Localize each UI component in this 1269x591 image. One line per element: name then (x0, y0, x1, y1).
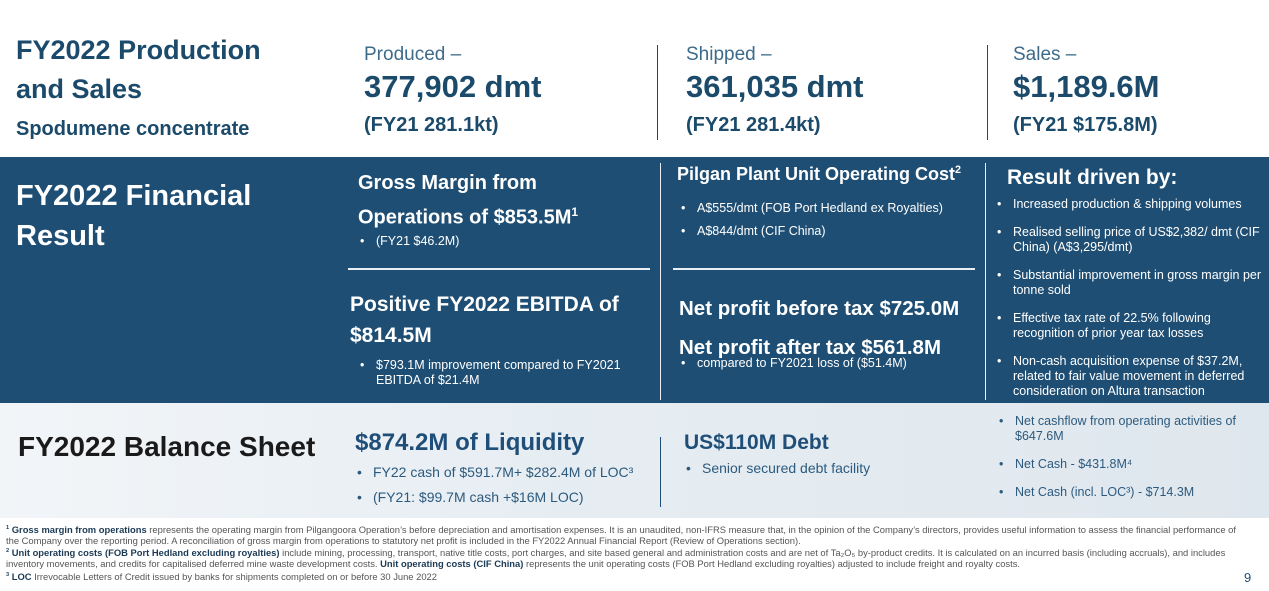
footnote-number: 3 (6, 571, 10, 578)
footnote: 3 LOC Irrevocable Letters of Credit issu… (6, 570, 1238, 583)
stat-comparison: (FY21 281.4kt) (686, 114, 821, 136)
footnote-text: represents the unit operating costs (FOB… (523, 558, 1020, 570)
bullets: (FY21 $46.2M) (358, 234, 459, 248)
section-title: FY2022 Production and Sales (16, 35, 261, 104)
stat-comparison: (FY21 281.1kt) (364, 114, 499, 136)
bullet: compared to FY2021 loss of ($51.4M) (679, 356, 907, 370)
bullet: Senior secured debt facility (684, 460, 870, 476)
footnote: 2 Unit operating costs (FOB Port Hedland… (6, 546, 1238, 569)
stat-label: Sales – (1013, 44, 1077, 65)
bullets: A$555/dmt (FOB Port Hedland ex Royalties… (679, 197, 943, 243)
footnote-text: Irrevocable Letters of Credit issued by … (31, 570, 437, 582)
bullet: Non-cash acquisition expense of $37.2M, … (995, 354, 1269, 399)
bullet: A$844/dmt (CIF China) (679, 220, 943, 243)
stat-label: Produced – (364, 44, 462, 65)
note-ref: 2 (955, 164, 962, 176)
heading: Net profit after tax $561.8M (679, 336, 942, 359)
bullet: $793.1M improvement compared to FY2021 E… (358, 358, 648, 388)
footnote-text: include mining, processing, transport, n… (6, 547, 1226, 570)
bullet: Net cashflow from operating activities o… (997, 414, 1265, 444)
heading: Gross Margin from Operations of $853.5M1 (358, 169, 628, 233)
heading-text: Gross Margin from Operations of $853.5M (358, 172, 572, 229)
heading: Positive FY2022 EBITDA of $814.5M (350, 293, 619, 347)
heading: Net profit before tax $725.0M (679, 297, 960, 320)
footnote-text: Unit operating costs (FOB Port Hedland e… (11, 547, 280, 559)
stat-value: $1,189.6M (1013, 69, 1160, 104)
divider (348, 268, 650, 270)
note-ref: 1 (571, 205, 579, 219)
heading: $874.2M of Liquidity (355, 429, 585, 456)
footnote-text: represents the operating margin from Pil… (6, 524, 1236, 546)
bullet: FY22 cash of $591.7M+ $282.4M of LOC³ (355, 460, 633, 485)
headings: Net profit before tax $725.0M Net profit … (679, 289, 959, 367)
divider (987, 45, 988, 140)
divider (985, 163, 986, 400)
bullet: Net Cash - $431.8M⁴ (997, 457, 1265, 472)
divider (657, 45, 658, 140)
section-title: FY2022 Balance Sheet (18, 431, 316, 462)
divider (660, 163, 661, 400)
bullet: Substantial improvement in gross margin … (995, 268, 1269, 298)
bullets: Senior secured debt facility (684, 460, 870, 476)
section-title: FY2022 Financial Result (16, 180, 252, 252)
footnote-text: Gross margin from operations (11, 524, 147, 536)
divider (673, 268, 975, 270)
section-subtitle: Spodumene concentrate (16, 118, 250, 140)
heading: Result driven by: (1007, 166, 1178, 189)
page-number: 9 (1244, 570, 1252, 585)
bullet: (FY21: $99.7M cash +$16M LOC) (355, 485, 633, 510)
bullet: (FY21 $46.2M) (358, 234, 459, 248)
bullet: A$555/dmt (FOB Port Hedland ex Royalties… (679, 197, 943, 220)
stat-comparison: (FY21 $175.8M) (1013, 114, 1158, 136)
bullets: FY22 cash of $591.7M+ $282.4M of LOC³(FY… (355, 460, 633, 510)
heading: US$110M Debt (684, 431, 829, 454)
bullets: Increased production & shipping volumes R… (995, 197, 1269, 412)
bullet: Realised selling price of US$2,382/ dmt … (995, 225, 1269, 255)
bullet: Increased production & shipping volumes (995, 197, 1269, 212)
stat-label: Shipped – (686, 44, 772, 65)
bullet: Net Cash (incl. LOC³) - $714.3M (997, 485, 1265, 500)
bullets: compared to FY2021 loss of ($51.4M) (679, 356, 907, 370)
footnote-number: 1 (6, 525, 10, 531)
footnote-text: Unit operating costs (CIF China) (380, 558, 524, 570)
footnote-text: LOC (11, 570, 32, 582)
stat-value: 361,035 dmt (686, 69, 864, 104)
heading: Pilgan Plant Unit Operating Cost2 (677, 164, 961, 185)
footnote-number: 2 (6, 548, 10, 555)
footnote: 1 Gross margin from operations represent… (6, 523, 1238, 546)
bullets: $793.1M improvement compared to FY2021 E… (358, 358, 648, 388)
stat-value: 377,902 dmt (364, 69, 542, 104)
footnotes: 1 Gross margin from operations represent… (6, 523, 1238, 582)
heading-text: Pilgan Plant Unit Operating Cost (677, 164, 956, 184)
bullets: Net cashflow from operating activities o… (997, 414, 1265, 513)
divider (660, 437, 661, 507)
bullet: Effective tax rate of 22.5% following re… (995, 311, 1269, 341)
